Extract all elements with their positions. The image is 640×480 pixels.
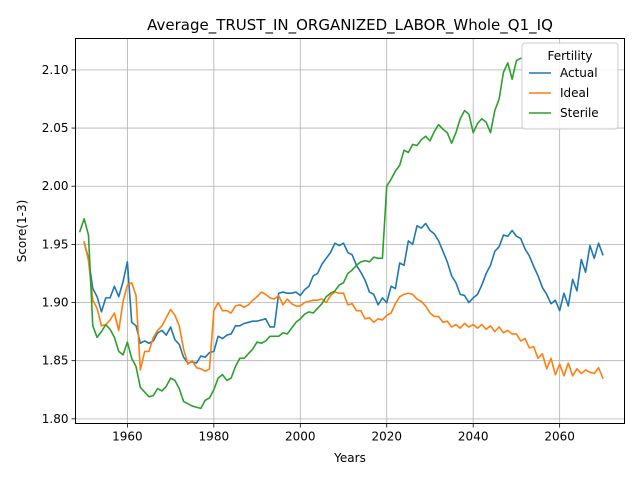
legend-label-actual: Actual [560,66,598,80]
y-tick-label: 1.80 [42,412,69,426]
legend-box [521,42,619,130]
legend-label-ideal: Ideal [560,86,589,100]
chart-title: Average_TRUST_IN_ORGANIZED_LABOR_Whole_Q… [147,16,553,35]
x-tick-label: 1960 [112,430,143,444]
x-tick-label: 2060 [544,430,575,444]
y-tick-label: 1.90 [42,296,69,310]
legend-entries: Actual Ideal Sterile [529,66,599,120]
x-tick-label: 2020 [371,430,402,444]
x-tick-label: 2000 [285,430,316,444]
gridlines [75,38,625,424]
x-axis-label: Years [333,451,366,465]
series-line-sterile [79,57,522,410]
x-tick-label: 1980 [199,430,230,444]
plot-frame [75,38,625,424]
series-line-actual [83,222,604,364]
y-tick-label: 2.05 [42,121,69,135]
y-tick-label: 2.00 [42,179,69,193]
legend-title: Fertility [547,49,592,63]
series-lines [79,57,604,410]
series-line-ideal [83,241,604,379]
y-tick-label: 1.85 [42,354,69,368]
y-tick-label: 1.95 [42,237,69,251]
y-tick-label: 2.10 [42,63,69,77]
y-axis-label: Score(1-3) [15,200,29,263]
legend: Fertility Actual Ideal Sterile [521,42,619,130]
legend-label-sterile: Sterile [560,106,599,120]
x-tick-label: 2040 [458,430,489,444]
axis-ticks: 1960 1980 2000 2020 2040 2060 1.80 1.85 1.90 1.95… [42,63,575,444]
